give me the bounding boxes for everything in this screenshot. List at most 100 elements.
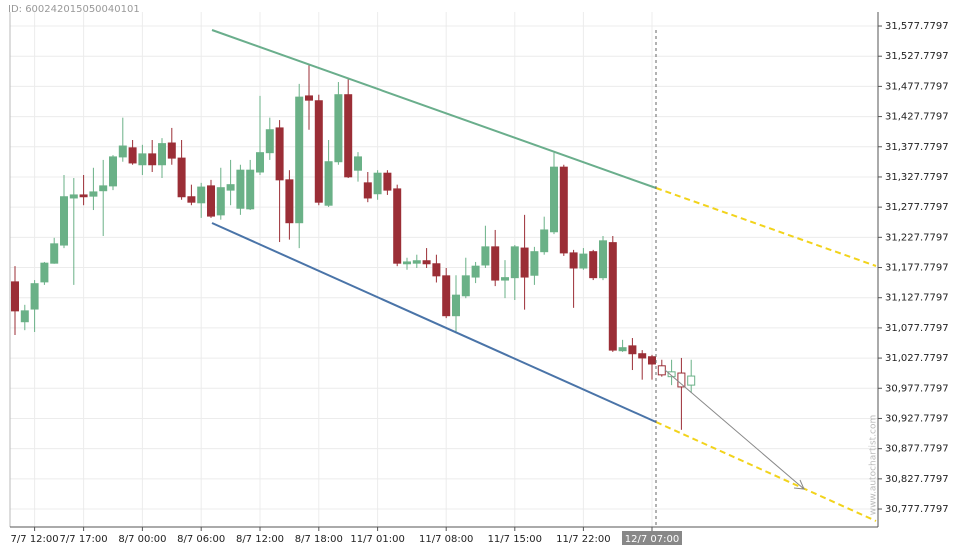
candle [138, 144, 147, 176]
candle-body [207, 185, 215, 217]
candle-body [20, 310, 29, 323]
candle [167, 127, 176, 165]
candle-body [599, 240, 607, 279]
candle-body [158, 143, 166, 166]
candle-body [657, 365, 666, 376]
y-tick-label: 31,527.7797 [885, 51, 949, 62]
page-id: ID: 600242015050040101 [8, 4, 140, 15]
candle [305, 65, 313, 130]
candle-body [569, 252, 578, 269]
candle-body [118, 145, 127, 158]
candle [589, 249, 598, 281]
candle [197, 182, 206, 218]
candle-body [461, 275, 470, 297]
y-tick-label: 30,877.7797 [885, 444, 949, 455]
candle [510, 245, 519, 300]
candle [383, 170, 392, 195]
candle [677, 357, 686, 430]
candle [412, 254, 421, 268]
candle [579, 248, 588, 270]
candle-body [471, 265, 480, 278]
candle [471, 261, 480, 284]
candle [69, 178, 78, 285]
candle [491, 229, 500, 287]
candle-body [628, 345, 637, 355]
x-label-highlight [622, 531, 682, 545]
lower-projection [655, 421, 877, 522]
candle-body [550, 166, 558, 233]
candle [334, 82, 343, 165]
candle [530, 246, 539, 285]
candle-body [265, 129, 274, 154]
candle [628, 338, 637, 371]
y-tick-label: 31,127.7797 [885, 293, 949, 304]
candle [256, 95, 264, 176]
candle-body [334, 94, 343, 163]
candle [618, 339, 627, 352]
candle [285, 170, 294, 240]
candle-body [344, 94, 353, 178]
candle [520, 214, 529, 310]
watermark: www.autochartist.com [869, 415, 879, 516]
candle [295, 83, 304, 249]
candle [461, 257, 470, 299]
candle [246, 159, 255, 211]
candle-body [589, 251, 598, 279]
candle-body [226, 184, 235, 191]
candle-body [89, 191, 98, 197]
x-tick-label: 8/7 06:00 [177, 534, 225, 545]
y-tick-label: 30,777.7797 [885, 504, 949, 515]
lower-trendline [211, 222, 657, 423]
candle [158, 138, 166, 179]
candle-body [236, 169, 245, 209]
candle [148, 139, 157, 172]
pattern [211, 29, 877, 527]
candle [265, 117, 274, 160]
candle [442, 267, 451, 319]
candle [99, 159, 108, 236]
candle-body [559, 166, 568, 254]
candle-body [618, 347, 627, 352]
y-tick-label: 31,427.7797 [885, 112, 949, 123]
candle-body [432, 263, 441, 277]
y-tick-label: 31,377.7797 [885, 142, 949, 153]
candle [599, 235, 607, 281]
candle [363, 171, 372, 203]
x-tick-label: 11/7 15:00 [488, 534, 542, 545]
candle [177, 139, 186, 200]
candle-body [383, 172, 392, 191]
candle [236, 164, 245, 215]
forecast-arrow [664, 369, 805, 490]
candle [79, 175, 88, 206]
candle-body [393, 188, 402, 264]
candle-body [638, 353, 647, 359]
x-tick-label: 11/7 08:00 [419, 534, 473, 545]
candle-body [167, 142, 176, 159]
candle-body [677, 372, 686, 388]
candle-body [540, 229, 549, 253]
y-tick-label: 31,027.7797 [885, 353, 949, 364]
candle-body [285, 179, 294, 224]
candle [687, 359, 696, 393]
candle [393, 184, 402, 267]
candle [638, 350, 647, 380]
candle-body [501, 277, 509, 281]
candle-body [442, 275, 451, 317]
axes-labels: 31,577.7797 31,527.7797 31,477.7797 31,427.… [11, 21, 949, 545]
candle-body [40, 262, 49, 283]
candle-body [491, 246, 500, 281]
candle-body [324, 161, 333, 206]
y-tick-label: 31,227.7797 [885, 232, 949, 243]
candle [344, 77, 353, 179]
candle [226, 159, 235, 206]
candle [403, 257, 411, 270]
candle [60, 175, 68, 249]
candle [216, 167, 225, 220]
candle [422, 248, 431, 268]
candle-body [373, 172, 382, 195]
candle [324, 139, 333, 208]
y-tick-label: 30,977.7797 [885, 383, 949, 394]
